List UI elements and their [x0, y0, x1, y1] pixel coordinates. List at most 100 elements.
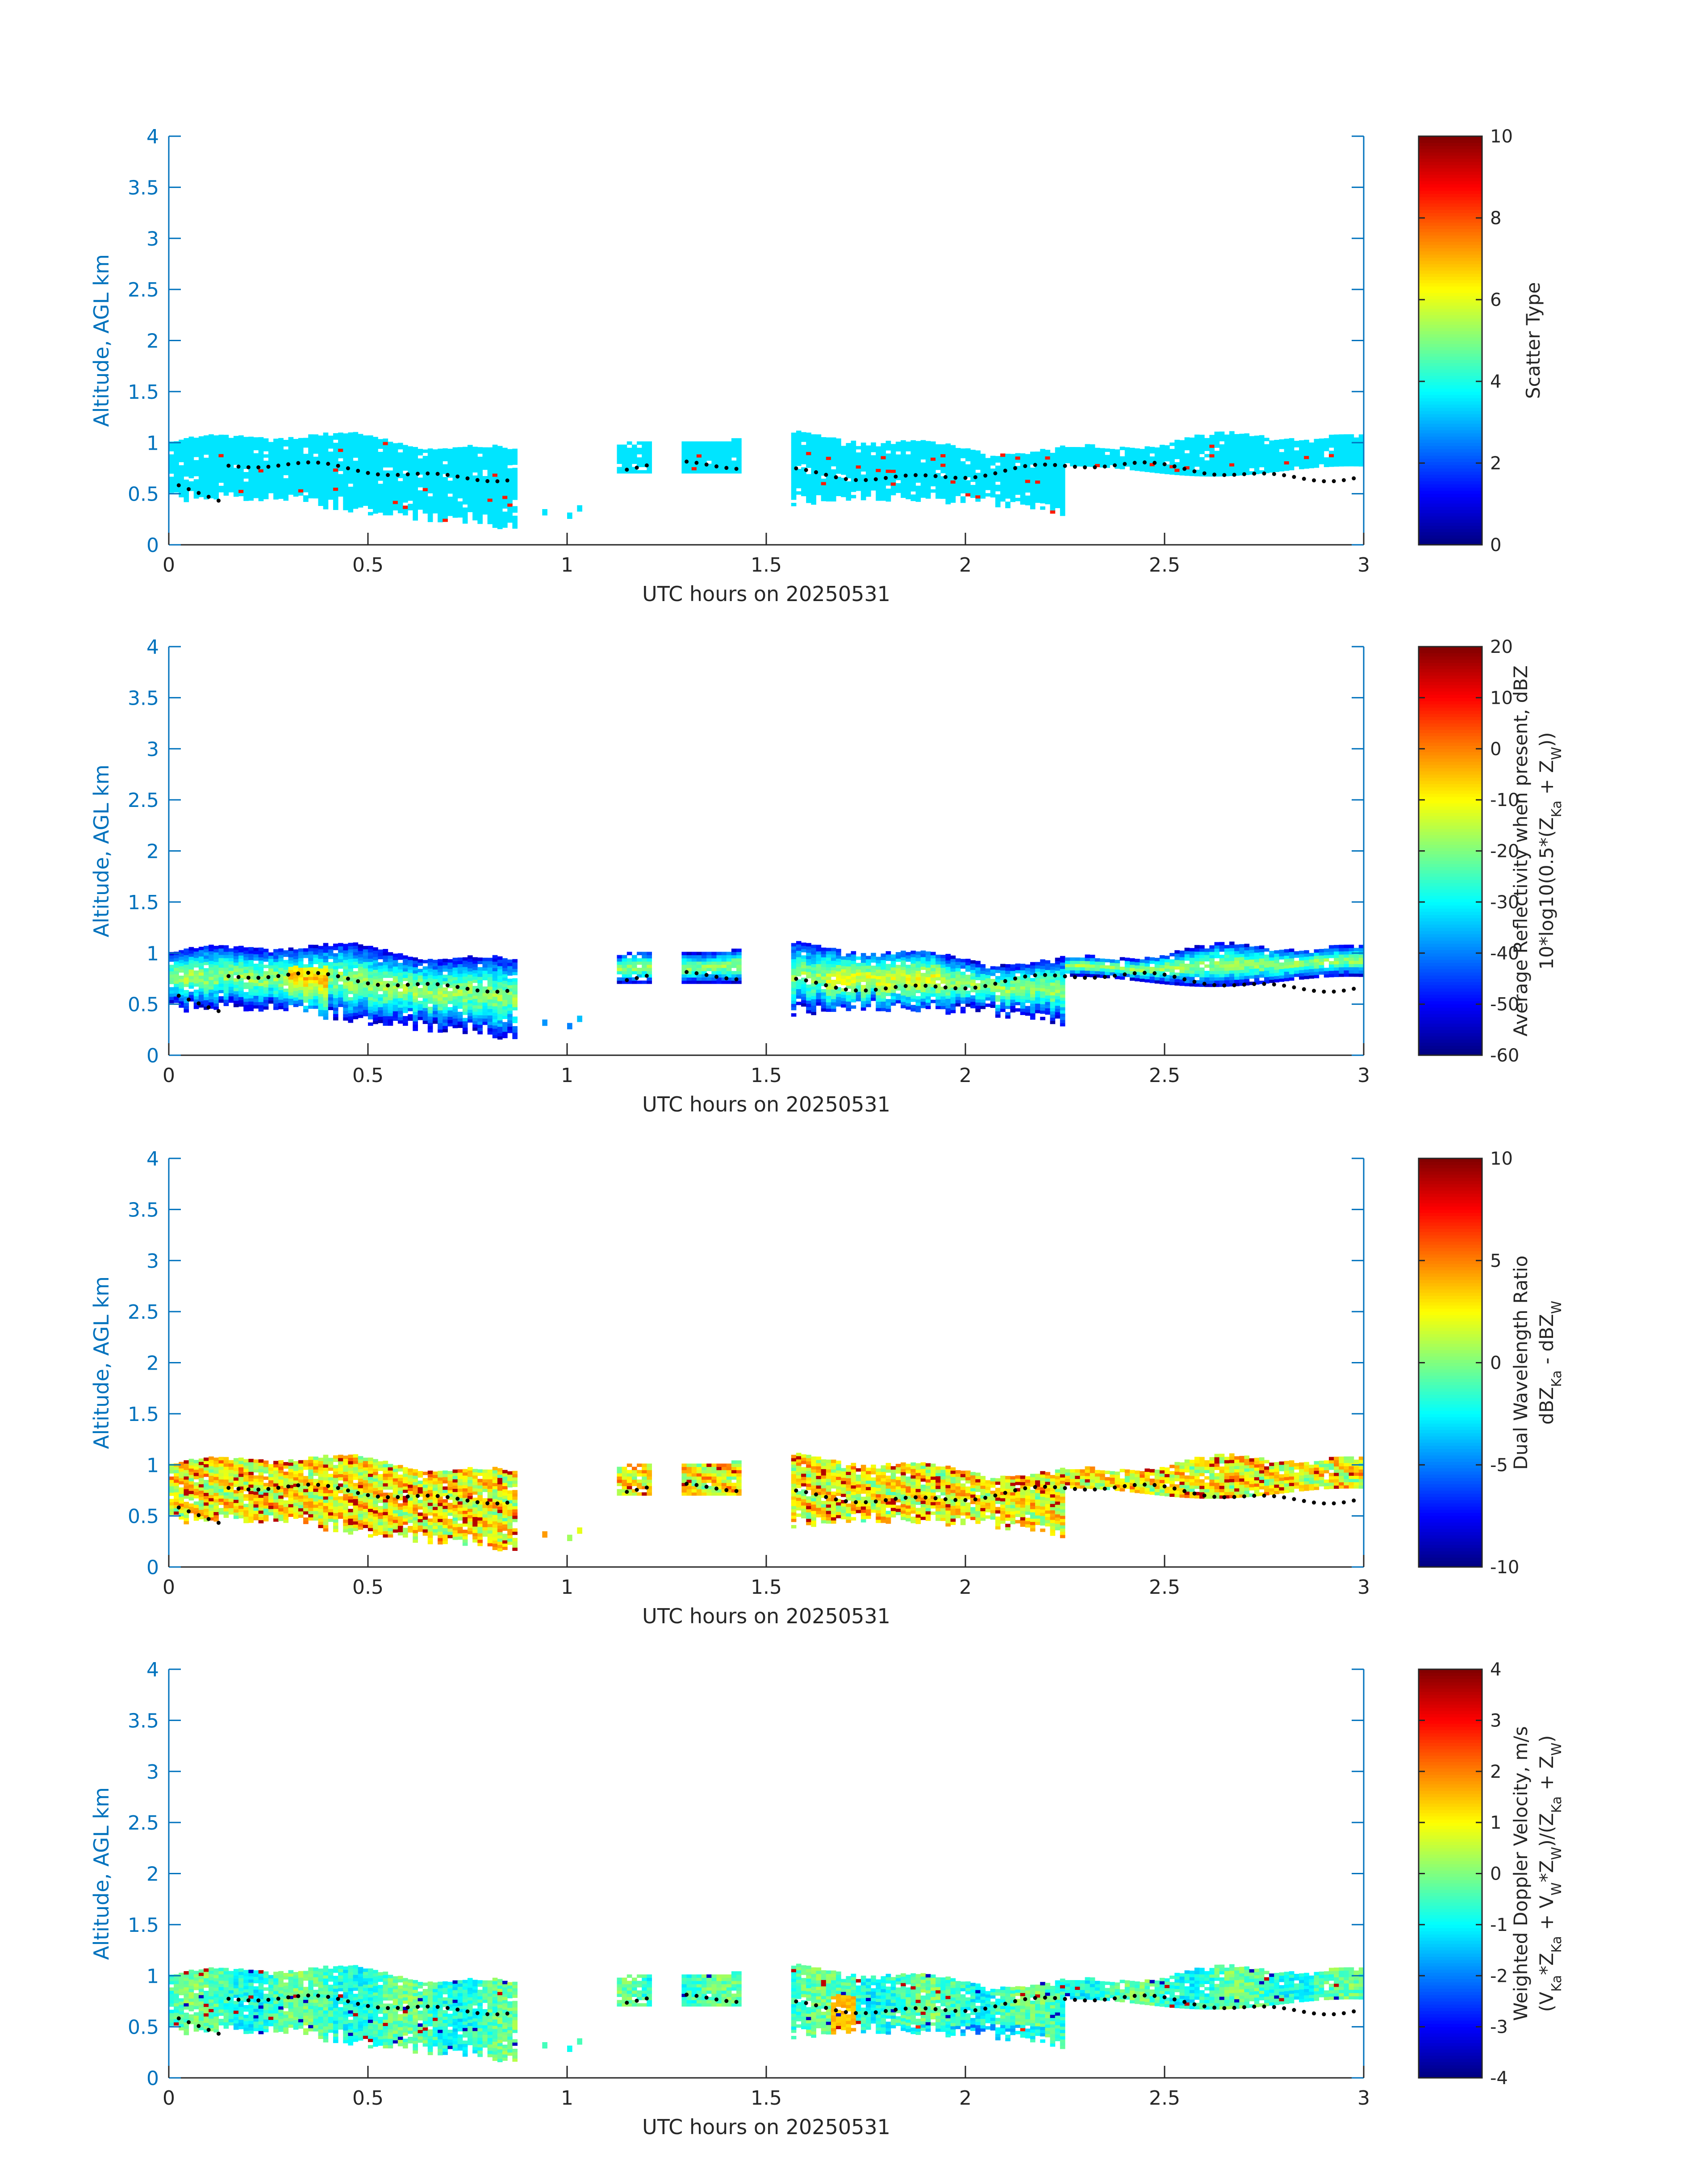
- heatmap-cell: [1309, 458, 1314, 462]
- heatmap-cell: [806, 445, 811, 449]
- heatmap-cell: [637, 980, 642, 984]
- heatmap-cell: [373, 953, 378, 957]
- heatmap-cell: [1075, 463, 1080, 467]
- heatmap-cell: [796, 966, 802, 970]
- heatmap-cell: [990, 478, 996, 482]
- heatmap-cell: [393, 455, 398, 460]
- heatmap-cell: [358, 463, 363, 466]
- heatmap-cell: [403, 1003, 408, 1007]
- heatmap-cell: [223, 444, 229, 448]
- track-dot: [246, 465, 251, 469]
- heatmap-cell: [368, 457, 373, 461]
- heatmap-cell: [881, 449, 886, 453]
- heatmap-cell: [358, 494, 363, 498]
- heatmap-cell: [422, 960, 428, 964]
- heatmap-cell: [796, 437, 802, 441]
- heatmap-cell: [1169, 455, 1175, 459]
- track-dot: [993, 471, 998, 476]
- heatmap-cell: [696, 451, 702, 455]
- heatmap-cell: [686, 457, 692, 461]
- heatmap-cell: [811, 440, 816, 444]
- heatmap-cell: [512, 997, 518, 1001]
- heatmap-cell: [313, 489, 318, 492]
- heatmap-cell: [492, 518, 498, 522]
- heatmap-cell: [647, 454, 652, 458]
- heatmap-cell: [443, 1016, 448, 1020]
- heatmap-cell: [1289, 451, 1295, 455]
- heatmap-cell: [438, 1029, 443, 1033]
- heatmap-cell: [1000, 485, 1006, 489]
- heatmap-cell: [452, 489, 458, 493]
- heatmap-cell: [1299, 450, 1304, 453]
- heatmap-cell: [1304, 449, 1309, 453]
- heatmap-cell: [348, 451, 354, 455]
- heatmap-cell: [452, 466, 458, 470]
- heatmap-cell: [447, 481, 453, 485]
- heatmap-cell: [507, 493, 513, 497]
- heatmap-cell: [512, 1020, 518, 1024]
- heatmap-cell: [368, 974, 373, 978]
- heatmap-cell: [188, 481, 194, 485]
- heatmap-cell: [945, 462, 951, 466]
- heatmap-cell: [1353, 453, 1359, 457]
- heatmap-cell: [343, 1014, 348, 1018]
- heatmap-cell: [726, 470, 732, 474]
- colorbar-segment: [1419, 302, 1482, 306]
- heatmap-cell: [497, 1036, 503, 1040]
- heatmap-cell: [169, 448, 174, 451]
- heatmap-cell: [791, 975, 797, 978]
- heatmap-cell: [353, 480, 359, 484]
- heatmap-cell: [950, 464, 956, 468]
- heatmap-cell: [457, 456, 463, 460]
- track-dot: [1123, 462, 1127, 466]
- heatmap-cell: [696, 460, 702, 464]
- heatmap-cell: [368, 489, 373, 493]
- heatmap-cell: [1304, 446, 1309, 450]
- heatmap-cell: [253, 437, 259, 441]
- heatmap-cell: [1189, 444, 1195, 447]
- heatmap-cell: [1309, 442, 1314, 446]
- heatmap-cell: [323, 439, 329, 443]
- heatmap-cell: [472, 966, 478, 970]
- heatmap-cell: [1314, 458, 1320, 462]
- heatmap-cell: [338, 439, 343, 443]
- heatmap-cell: [383, 480, 388, 484]
- heatmap-cell: [388, 965, 393, 969]
- heatmap-cell: [980, 472, 986, 476]
- heatmap-cell: [1045, 494, 1051, 498]
- heatmap-cell: [706, 961, 712, 965]
- heatmap-cell: [477, 1024, 483, 1028]
- heatmap-cell: [1209, 441, 1215, 445]
- heatmap-cell: [1279, 439, 1285, 443]
- heatmap-cell: [955, 493, 961, 496]
- heatmap-cell: [438, 1016, 443, 1020]
- heatmap-cell: [796, 478, 802, 482]
- heatmap-cell: [174, 444, 179, 448]
- heatmap-cell: [258, 459, 264, 463]
- heatmap-cell: [920, 494, 926, 498]
- heatmap-cell: [791, 439, 797, 443]
- heatmap-cell: [263, 984, 269, 987]
- heatmap-cell: [193, 980, 199, 984]
- heatmap-cell: [443, 502, 448, 506]
- track-dot: [1322, 479, 1326, 484]
- heatmap-cell: [1030, 480, 1036, 484]
- heatmap-cell: [462, 501, 468, 505]
- colorbar-segment: [1419, 385, 1482, 389]
- heatmap-cell: [1005, 460, 1011, 464]
- heatmap-cell: [1214, 460, 1220, 464]
- heatmap-cell: [363, 949, 368, 953]
- heatmap-cell: [388, 448, 393, 452]
- heatmap-cell: [736, 971, 742, 974]
- heatmap-cell: [1124, 450, 1130, 454]
- heatmap-cell: [1040, 500, 1045, 504]
- heatmap-cell: [273, 470, 279, 474]
- heatmap-cell: [358, 986, 363, 990]
- heatmap-cell: [821, 469, 827, 473]
- heatmap-cell: [184, 1009, 189, 1013]
- heatmap-cell: [970, 472, 976, 476]
- heatmap-cell: [388, 990, 393, 994]
- heatmap-cell: [438, 1000, 443, 1004]
- heatmap-cell: [328, 490, 334, 493]
- heatmap-cell: [318, 467, 324, 471]
